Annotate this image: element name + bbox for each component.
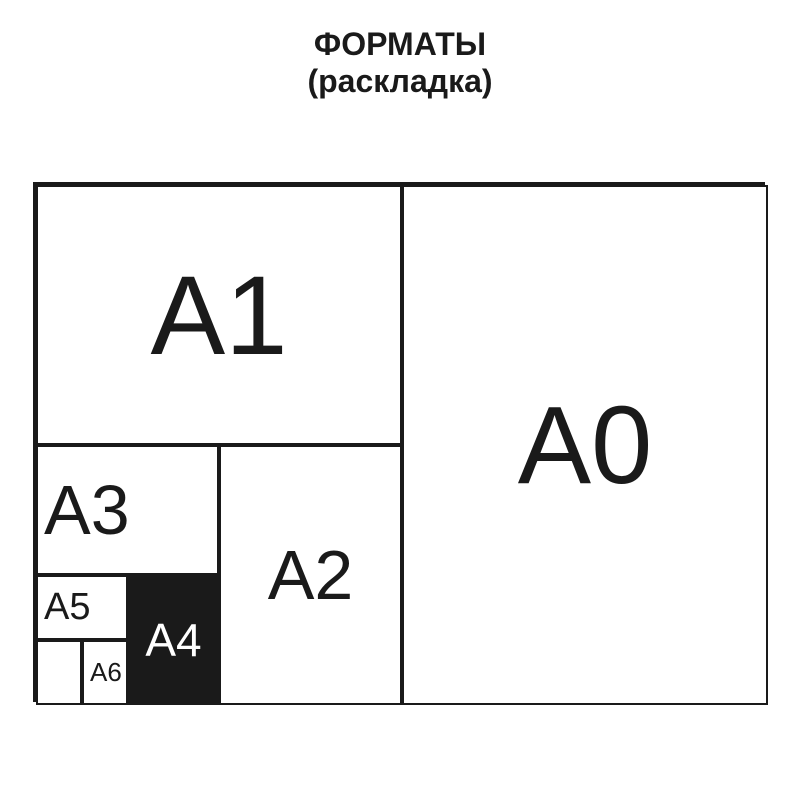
format-cell-a0: A0: [402, 185, 768, 705]
format-label-a1: A1: [151, 251, 288, 380]
format-cell-a1: A1: [36, 185, 402, 445]
title-block: ФОРМАТЫ (раскладка): [0, 0, 800, 100]
format-cell-a7: [36, 640, 82, 705]
format-label-a6: A6: [90, 657, 122, 688]
format-label-a5: A5: [44, 586, 90, 629]
format-label-a2: A2: [268, 535, 354, 615]
paper-format-diagram: A0 A1 A2 A3 A4 A5A6: [33, 182, 765, 702]
format-label-a0: A0: [518, 382, 653, 509]
format-cell-a6: A6: [82, 640, 128, 705]
format-label-a3: A3: [44, 470, 130, 550]
format-label-a4: A4: [145, 613, 201, 667]
format-cell-a2: A2: [219, 445, 402, 705]
format-cell-a4: A4: [128, 575, 219, 705]
title-line-2: (раскладка): [0, 63, 800, 100]
title-line-1: ФОРМАТЫ: [0, 26, 800, 63]
format-cell-a5: A5: [36, 575, 128, 640]
format-cell-a3: A3: [36, 445, 219, 575]
